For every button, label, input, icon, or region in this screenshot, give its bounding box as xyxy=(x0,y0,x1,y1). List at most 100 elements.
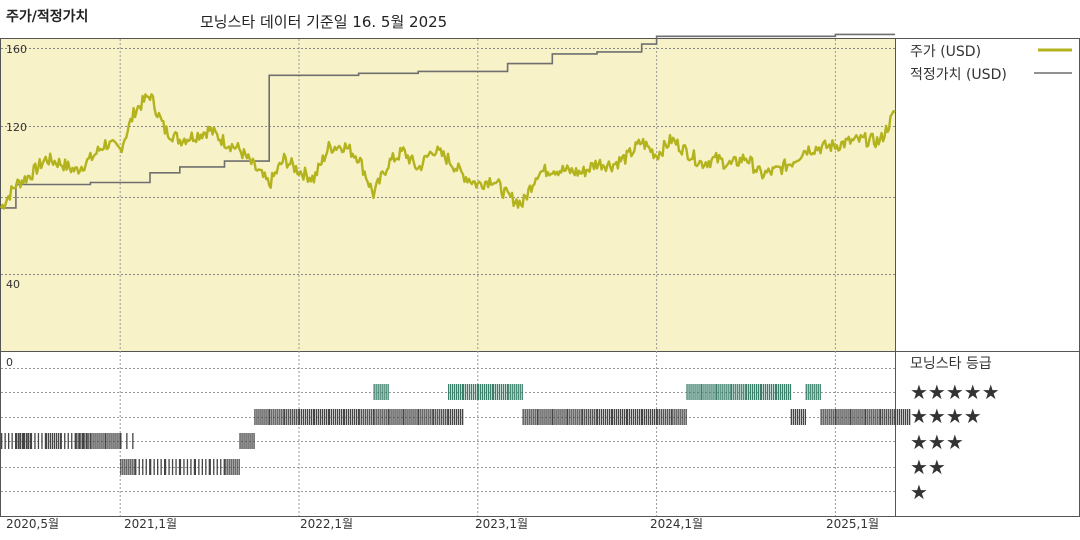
rating-tick xyxy=(783,384,786,400)
rating-tick xyxy=(634,409,637,425)
rating-tick xyxy=(700,384,702,400)
rating-tick xyxy=(390,409,392,425)
rating-tick xyxy=(843,409,845,425)
rating-tick xyxy=(511,384,513,400)
rating-tick xyxy=(839,409,841,425)
rating-tick xyxy=(909,409,911,425)
rating-tick xyxy=(539,409,541,425)
rating-tick xyxy=(537,409,539,425)
rating-tick xyxy=(411,409,413,425)
rating-tick xyxy=(705,384,707,400)
rating-tick xyxy=(532,409,534,425)
rating-tick xyxy=(96,433,98,449)
rating-tick xyxy=(671,409,673,425)
rating-tick xyxy=(373,384,375,400)
rating-tick xyxy=(854,409,856,425)
rating-tick xyxy=(368,409,370,425)
rating-tick xyxy=(379,409,381,425)
rating-tick xyxy=(262,409,264,425)
rating-tick xyxy=(21,433,24,449)
rating-tick xyxy=(562,409,564,425)
rating-tick xyxy=(677,409,679,425)
rating-tick xyxy=(268,409,270,425)
rating-tick xyxy=(124,459,126,475)
rating-tick xyxy=(362,409,364,425)
rating-tick xyxy=(343,409,345,425)
rating-tick xyxy=(832,409,834,425)
rating-tick xyxy=(692,384,694,400)
rating-tick xyxy=(145,459,147,475)
rating-tick xyxy=(193,459,196,475)
rating-tick xyxy=(296,409,298,425)
rating-tick xyxy=(781,384,784,400)
rating-tick xyxy=(643,409,645,425)
rating-tick xyxy=(94,433,96,449)
rating-tick xyxy=(798,409,800,425)
rating-tick xyxy=(417,409,419,425)
rating-tick xyxy=(543,409,545,425)
rating-tick xyxy=(92,433,94,449)
rating-tick xyxy=(890,409,892,425)
rating-tick xyxy=(800,409,802,425)
rating-tick xyxy=(381,384,383,400)
rating-tick xyxy=(122,459,124,475)
rating-tick xyxy=(766,384,769,400)
rating-tick xyxy=(792,409,794,425)
rating-tick xyxy=(15,433,17,449)
rating-tick xyxy=(119,433,121,449)
rating-tick xyxy=(409,409,411,425)
rating-tick xyxy=(236,459,238,475)
rating-tick xyxy=(575,409,577,425)
rating-tick xyxy=(37,433,40,449)
rating-tick xyxy=(549,409,551,425)
rating-tick xyxy=(567,409,569,425)
rating-tick xyxy=(777,384,780,400)
price-y-ticks: 160 120 40 0 xyxy=(6,43,27,369)
rating-tick xyxy=(243,433,245,449)
rating-tick xyxy=(675,409,677,425)
rating-tick xyxy=(888,409,890,425)
rating-tick xyxy=(157,459,159,475)
rating-tick xyxy=(651,409,653,425)
rating-tick xyxy=(558,409,560,425)
rating-tick xyxy=(4,433,6,449)
rating-tick xyxy=(132,459,134,475)
rating-tick xyxy=(283,409,285,425)
rating-tick xyxy=(474,384,477,400)
rating-tick xyxy=(245,433,247,449)
rating-tick xyxy=(597,409,599,425)
rating-tick xyxy=(462,384,465,400)
rating-tick xyxy=(713,384,715,400)
rating-tick xyxy=(353,409,355,425)
rating-tick xyxy=(690,384,692,400)
rating-tick xyxy=(802,409,804,425)
rating-tick xyxy=(29,433,32,449)
rating-tick xyxy=(869,409,871,425)
rating-tick xyxy=(130,459,132,475)
rating-tick xyxy=(241,433,243,449)
rating-tick xyxy=(198,459,200,475)
rating-tick xyxy=(750,384,752,400)
rating-tick xyxy=(435,409,437,425)
rating-tick xyxy=(307,409,309,425)
rating-tick xyxy=(383,409,385,425)
rating-tick xyxy=(79,433,81,449)
rating-tick xyxy=(487,384,490,400)
x-tick-label: 2024,1월 xyxy=(650,517,703,531)
rating-tick xyxy=(907,409,909,425)
rating-tick xyxy=(60,433,62,449)
rating-tick xyxy=(81,433,83,449)
rating-tick xyxy=(340,409,343,425)
rating-tick xyxy=(741,384,743,400)
rating-tick xyxy=(554,409,556,425)
rating-tick xyxy=(762,384,765,400)
rating-tick xyxy=(448,409,450,425)
rating-tick xyxy=(332,409,335,425)
rating-tick xyxy=(901,409,903,425)
rating-tick xyxy=(841,409,843,425)
rating-tick xyxy=(470,384,473,400)
rating-tick xyxy=(852,409,854,425)
rating-tick xyxy=(897,409,899,425)
rating-tick xyxy=(805,384,807,400)
rating-tick xyxy=(364,409,366,425)
